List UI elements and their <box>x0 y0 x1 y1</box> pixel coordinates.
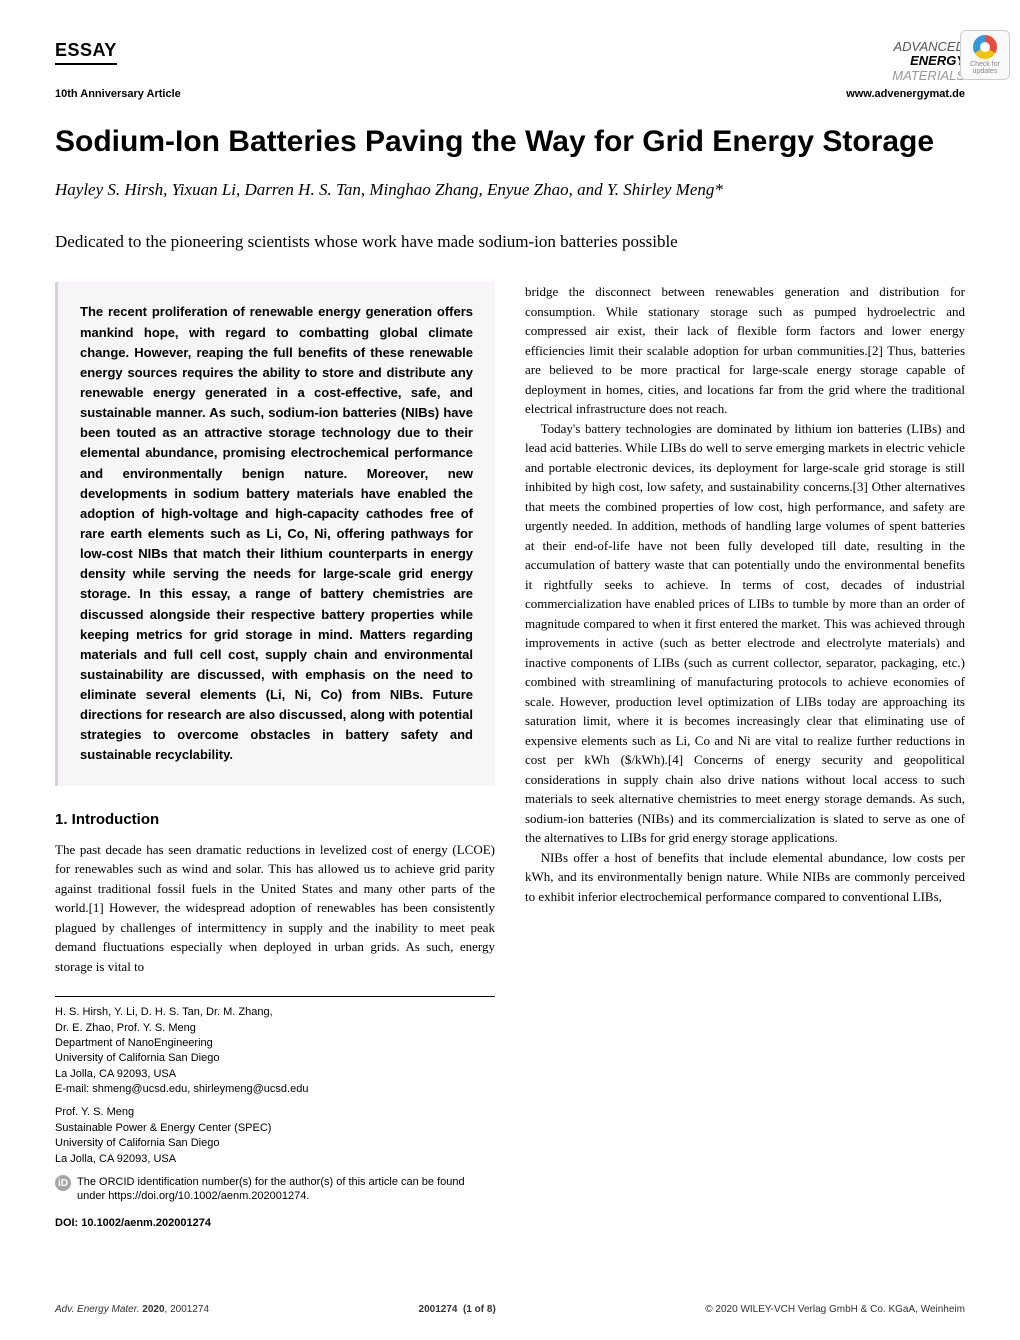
check-updates-icon <box>973 35 997 59</box>
affil-univ-2: University of California San Diego <box>55 1136 495 1151</box>
journal-branding: ADVANCED ENERGY MATERIALS Check forupdat… <box>892 40 965 83</box>
affil-addr-1: La Jolla, CA 92093, USA <box>55 1067 495 1082</box>
affil-univ-1: University of California San Diego <box>55 1051 495 1066</box>
footer-center: 2001274 (1 of 8) <box>419 1304 496 1315</box>
orcid-icon: iD <box>55 1175 71 1191</box>
check-updates-text: Check forupdates <box>970 61 1000 75</box>
journal-line-energy: ENERGY <box>892 54 965 68</box>
website-url: www.advenergymat.de <box>846 88 965 100</box>
page-footer: Adv. Energy Mater. 2020, 2001274 2001274… <box>55 1304 965 1315</box>
affil-dept-2: Sustainable Power & Energy Center (SPEC) <box>55 1121 495 1136</box>
right-paragraph-3: NIBs offer a host of benefits that inclu… <box>525 848 965 907</box>
abstract-text: The recent proliferation of renewable en… <box>80 302 473 765</box>
footer-left: Adv. Energy Mater. 2020, 2001274 <box>55 1304 209 1315</box>
right-paragraph-1: bridge the disconnect between renewables… <box>525 282 965 419</box>
affil-authors-1a: H. S. Hirsh, Y. Li, D. H. S. Tan, Dr. M.… <box>55 1005 495 1020</box>
intro-paragraph: The past decade has seen dramatic reduct… <box>55 840 495 977</box>
journal-line-materials: MATERIALS <box>892 69 965 83</box>
essay-label: ESSAY <box>55 40 117 65</box>
anniversary-label: 10th Anniversary Article <box>55 88 181 100</box>
section-heading-intro: 1. Introduction <box>55 811 495 828</box>
check-updates-badge[interactable]: Check forupdates <box>960 30 1010 80</box>
footer-right: © 2020 WILEY-VCH Verlag GmbH & Co. KGaA,… <box>705 1304 965 1315</box>
affil-addr-2: La Jolla, CA 92093, USA <box>55 1152 495 1167</box>
right-paragraph-2: Today's battery technologies are dominat… <box>525 419 965 848</box>
journal-line-advanced: ADVANCED <box>892 40 965 54</box>
affil-authors-1b: Dr. E. Zhao, Prof. Y. S. Meng <box>55 1021 495 1036</box>
abstract-box: The recent proliferation of renewable en… <box>55 282 495 785</box>
affil-email: E-mail: shmeng@ucsd.edu, shirleymeng@ucs… <box>55 1082 495 1097</box>
affil-dept-1: Department of NanoEngineering <box>55 1036 495 1051</box>
author-list: Hayley S. Hirsh, Yixuan Li, Darren H. S.… <box>55 177 965 203</box>
orcid-text: The ORCID identification number(s) for t… <box>77 1175 495 1204</box>
affil-author-2: Prof. Y. S. Meng <box>55 1105 495 1120</box>
article-title: Sodium-Ion Batteries Paving the Way for … <box>55 125 965 159</box>
doi-label: DOI: 10.1002/aenm.202001274 <box>55 1216 495 1231</box>
dedication-text: Dedicated to the pioneering scientists w… <box>55 232 965 252</box>
affiliation-block: H. S. Hirsh, Y. Li, D. H. S. Tan, Dr. M.… <box>55 996 495 1231</box>
